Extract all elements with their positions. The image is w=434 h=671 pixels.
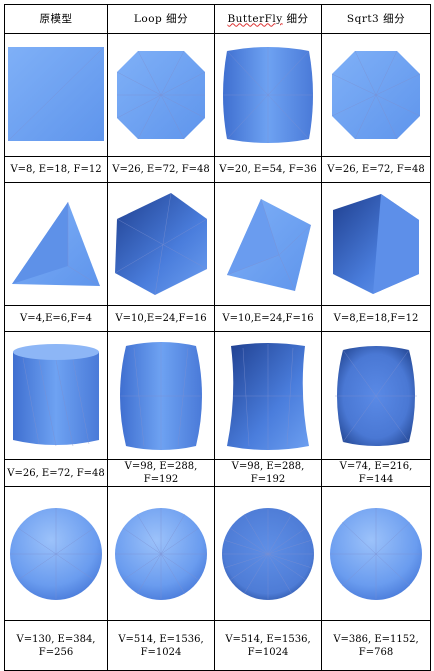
mesh-image-cylinder-butterfly (214, 331, 322, 460)
stats-row-tetrahedron: V=4,E=6,F=4 V=10,E=24,F=16 V=10,E=24,F=1… (4, 305, 431, 332)
header-loop: Loop 细分 (107, 4, 215, 34)
image-row-cylinder (4, 331, 431, 460)
image-row-cube (4, 33, 431, 157)
mesh-image-cylinder-sqrt3 (321, 331, 431, 460)
mesh-image-tetra-original (4, 182, 108, 306)
mesh-image-cylinder-loop (107, 331, 215, 460)
mesh-image-cube-butterfly (214, 33, 322, 157)
stats-cell: V=10,E=24,F=16 (214, 305, 322, 332)
mesh-image-sphere-original (4, 486, 108, 621)
stats-cell: V=8, E=18, F=12 (4, 156, 108, 183)
header-butterfly: ButterFly 细分 (214, 4, 322, 34)
image-row-sphere (4, 486, 431, 621)
subdivision-comparison-table: 原模型 Loop 细分 ButterFly 细分 Sqrt3 细分 (4, 4, 431, 671)
mesh-image-cylinder-original (4, 331, 108, 460)
stats-cell: V=26, E=72, F=48 (4, 459, 108, 487)
mesh-image-tetra-loop (107, 182, 215, 306)
stats-cell: V=20, E=54, F=36 (214, 156, 322, 183)
stats-row-sphere: V=130, E=384, F=256 V=514, E=1536, F=102… (4, 620, 431, 671)
stats-cell: V=26, E=72, F=48 (321, 156, 431, 183)
header-row: 原模型 Loop 细分 ButterFly 细分 Sqrt3 细分 (4, 4, 431, 34)
stats-cell: V=8,E=18,F=12 (321, 305, 431, 332)
stats-cell: V=4,E=6,F=4 (4, 305, 108, 332)
mesh-image-cube-sqrt3 (321, 33, 431, 157)
stats-cell: V=74, E=216, F=144 (321, 459, 431, 487)
mesh-image-cube-loop (107, 33, 215, 157)
stats-row-cylinder: V=26, E=72, F=48 V=98, E=288, F=192 V=98… (4, 459, 431, 487)
stats-row-cube: V=8, E=18, F=12 V=26, E=72, F=48 V=20, E… (4, 156, 431, 183)
mesh-image-tetra-sqrt3 (321, 182, 431, 306)
stats-cell: V=514, E=1536, F=1024 (107, 620, 215, 671)
stats-cell: V=514, E=1536, F=1024 (214, 620, 322, 671)
mesh-image-tetra-butterfly (214, 182, 322, 306)
image-row-tetrahedron (4, 182, 431, 306)
stats-cell: V=10,E=24,F=16 (107, 305, 215, 332)
stats-cell: V=26, E=72, F=48 (107, 156, 215, 183)
mesh-image-sphere-butterfly (214, 486, 322, 621)
stats-cell: V=98, E=288, F=192 (107, 459, 215, 487)
header-sqrt3: Sqrt3 细分 (321, 4, 431, 34)
stats-cell: V=386, E=1152, F=768 (321, 620, 431, 671)
mesh-image-sphere-loop (107, 486, 215, 621)
mesh-image-sphere-sqrt3 (321, 486, 431, 621)
stats-cell: V=98, E=288, F=192 (214, 459, 322, 487)
stats-cell: V=130, E=384, F=256 (4, 620, 108, 671)
header-original-model: 原模型 (4, 4, 108, 34)
mesh-image-cube-original (4, 33, 108, 157)
